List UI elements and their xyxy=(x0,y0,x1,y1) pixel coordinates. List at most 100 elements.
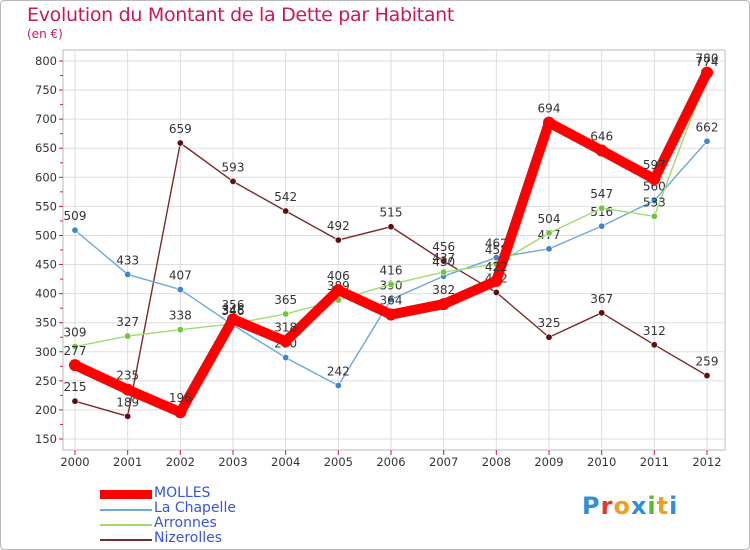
data-point-molles xyxy=(490,274,503,287)
data-label-molles: 694 xyxy=(538,102,561,116)
data-label-arronnes: 533 xyxy=(643,195,666,209)
data-point-la-chapelle xyxy=(176,286,184,294)
y-tick-label: 400 xyxy=(35,287,57,301)
data-point-nizerolles xyxy=(492,288,500,296)
data-point-arronnes xyxy=(598,204,606,212)
data-label-la-chapelle: 242 xyxy=(327,364,350,378)
y-tick-label: 150 xyxy=(35,432,57,446)
data-label-la-chapelle: 407 xyxy=(169,269,192,283)
logo-letter: r xyxy=(600,492,614,520)
data-point-nizerolles xyxy=(124,412,132,420)
data-label-la-chapelle: 346 xyxy=(222,304,245,318)
data-point-molles xyxy=(701,66,713,79)
data-label-nizerolles: 215 xyxy=(64,380,87,394)
y-tick-label: 300 xyxy=(35,345,57,359)
data-point-nizerolles xyxy=(71,397,79,405)
data-point-nizerolles xyxy=(598,309,606,317)
data-label-arronnes: 338 xyxy=(169,309,192,323)
legend-label-nizerolles: Nizerolles xyxy=(154,530,223,546)
data-point-molles xyxy=(121,383,134,396)
data-label-arronnes: 365 xyxy=(274,293,297,307)
plot-area xyxy=(62,49,726,451)
data-label-molles: 196 xyxy=(169,391,192,405)
data-label-la-chapelle: 430 xyxy=(432,255,455,269)
data-label-la-chapelle: 662 xyxy=(696,120,719,134)
x-tick-label: 2000 xyxy=(60,455,89,469)
logo-letter: i xyxy=(647,492,657,520)
x-tick-label: 2006 xyxy=(376,455,405,469)
data-label-molles: 277 xyxy=(64,344,87,358)
data-point-molles xyxy=(543,116,555,129)
data-label-molles: 422 xyxy=(485,260,508,274)
data-point-arronnes xyxy=(650,212,658,220)
data-point-nizerolles xyxy=(703,372,711,380)
data-label-arronnes: 504 xyxy=(538,212,561,226)
data-point-la-chapelle xyxy=(387,295,395,303)
y-tick-label: 550 xyxy=(35,199,57,213)
data-point-la-chapelle xyxy=(282,354,290,362)
x-tick-label: 2007 xyxy=(429,455,458,469)
data-label-nizerolles: 515 xyxy=(380,206,403,220)
data-point-nizerolles xyxy=(650,341,658,349)
x-tick-label: 2010 xyxy=(587,455,616,469)
data-point-nizerolles xyxy=(387,223,395,231)
data-label-molles: 646 xyxy=(590,130,613,144)
data-label-molles: 780 xyxy=(696,52,719,66)
logo-letter: x xyxy=(630,492,648,520)
data-label-nizerolles: 542 xyxy=(274,190,297,204)
legend-label-arronnes: Arronnes xyxy=(154,515,217,531)
data-label-arronnes: 416 xyxy=(380,263,403,277)
data-label-nizerolles: 456 xyxy=(432,240,455,254)
data-point-molles xyxy=(648,173,661,186)
data-label-molles: 356 xyxy=(222,298,245,312)
x-tick-label: 2004 xyxy=(271,455,300,469)
y-tick-label: 650 xyxy=(35,141,57,155)
y-tick-label: 200 xyxy=(35,403,57,417)
x-tick-label: 2009 xyxy=(534,455,563,469)
y-tick-label: 800 xyxy=(35,54,57,68)
data-point-arronnes xyxy=(282,310,290,318)
y-tick-label: 750 xyxy=(35,83,57,97)
data-label-arronnes: 437 xyxy=(432,251,455,265)
data-point-la-chapelle xyxy=(545,245,553,253)
data-point-molles xyxy=(69,359,81,372)
data-point-molles xyxy=(437,298,450,311)
data-point-arronnes xyxy=(545,229,553,237)
logo-letter: P xyxy=(582,492,601,520)
chart-title: Evolution du Montant de la Dette par Hab… xyxy=(27,4,455,26)
logo-letter: o xyxy=(613,492,631,520)
data-label-la-chapelle: 560 xyxy=(643,180,666,194)
data-label-la-chapelle: 462 xyxy=(485,237,508,251)
data-label-molles: 382 xyxy=(432,283,455,297)
data-point-nizerolles xyxy=(440,257,448,265)
y-tick-label: 500 xyxy=(35,228,57,242)
legend-label-molles: MOLLES xyxy=(154,485,211,501)
data-label-nizerolles: 659 xyxy=(169,122,192,136)
data-label-nizerolles: 367 xyxy=(590,292,613,306)
y-tick-label: 700 xyxy=(35,112,57,126)
data-label-arronnes: 327 xyxy=(116,315,139,329)
logo-letter: t xyxy=(656,492,670,520)
data-point-la-chapelle xyxy=(71,226,79,234)
data-point-molles xyxy=(332,284,345,297)
data-point-nizerolles xyxy=(176,139,184,147)
unit-label: (en €) xyxy=(27,27,63,41)
data-point-molles xyxy=(595,144,608,157)
x-tick-label: 2002 xyxy=(166,455,195,469)
y-tick-label: 450 xyxy=(35,258,57,272)
data-point-la-chapelle xyxy=(334,381,342,389)
x-tick-label: 2003 xyxy=(218,455,247,469)
legend-swatch-arronnes xyxy=(100,524,152,526)
data-point-molles xyxy=(174,406,187,419)
data-label-nizerolles: 312 xyxy=(643,324,666,338)
data-label-nizerolles: 492 xyxy=(327,219,350,233)
y-tick-label: 250 xyxy=(35,374,57,388)
data-point-nizerolles xyxy=(282,207,290,215)
legend-label-la-chapelle: La Chapelle xyxy=(154,500,236,516)
data-point-arronnes xyxy=(176,326,184,334)
data-label-molles: 318 xyxy=(274,320,297,334)
legend-swatch-molles xyxy=(100,490,152,499)
data-point-nizerolles xyxy=(334,236,342,244)
data-label-la-chapelle: 509 xyxy=(64,209,87,223)
data-label-arronnes: 774 xyxy=(696,55,719,69)
